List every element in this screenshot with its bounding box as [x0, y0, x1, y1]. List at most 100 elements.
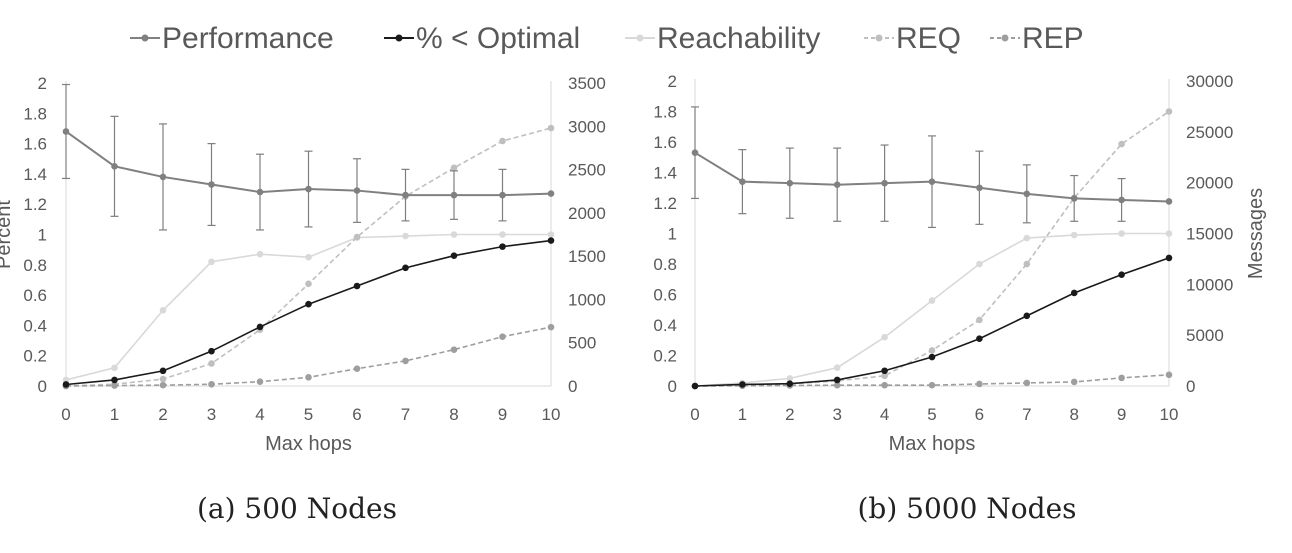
x-tick-label: 2	[158, 405, 167, 424]
data-point	[976, 316, 983, 324]
y2-tick-label: 2500	[568, 161, 606, 180]
data-point	[353, 187, 361, 194]
data-point	[928, 347, 936, 354]
y2-axis-title: Messages	[1245, 188, 1267, 279]
data-point	[62, 381, 70, 388]
data-point	[1165, 198, 1173, 205]
data-point	[1118, 140, 1125, 148]
data-point	[1118, 230, 1125, 237]
data-point	[450, 346, 458, 353]
data-point	[62, 376, 70, 384]
data-point	[786, 179, 794, 187]
x-axis-title: Max hops	[265, 433, 352, 455]
data-point	[62, 128, 70, 135]
data-point	[256, 323, 264, 331]
x-tick-label: 4	[880, 405, 889, 424]
legend-item-pct-lt-optimal: % < Optimal	[384, 22, 580, 55]
x-tick-label: 4	[255, 405, 264, 424]
data-point	[111, 364, 118, 372]
data-point	[353, 233, 361, 241]
series-line	[694, 374, 1170, 387]
data-point	[305, 374, 312, 381]
data-point	[1118, 271, 1125, 278]
data-point	[547, 190, 555, 197]
x-tick-label: 0	[690, 405, 699, 424]
data-point	[159, 173, 167, 181]
data-point	[881, 333, 888, 341]
data-point	[159, 381, 167, 389]
data-point	[833, 181, 841, 188]
data-point	[450, 231, 458, 238]
y-tick-label: 0.4	[23, 316, 47, 335]
data-point	[499, 231, 506, 238]
x-tick-label: 1	[110, 405, 119, 424]
x-tick-label: 10	[1160, 405, 1179, 424]
data-point	[976, 380, 983, 388]
y-tick-label: 1.4	[653, 164, 677, 183]
data-point	[881, 367, 888, 375]
data-point	[833, 376, 841, 384]
series-pct-lt-optimal	[691, 254, 1173, 390]
data-point	[305, 280, 312, 288]
y2-tick-label: 500	[568, 334, 596, 353]
panel-caption: (a) 500 Nodes	[197, 492, 397, 525]
x-tick-label: 0	[61, 405, 70, 424]
y-tick-label: 1.2	[653, 194, 677, 213]
data-point	[402, 232, 409, 240]
legend-marker	[141, 34, 149, 42]
data-point	[208, 360, 215, 367]
legend-marker	[1001, 34, 1009, 42]
legend-label: REP	[1022, 22, 1084, 55]
data-point	[691, 149, 699, 156]
data-point	[833, 381, 841, 389]
data-point	[691, 382, 699, 390]
data-point	[1118, 374, 1125, 382]
x-tick-label: 9	[498, 405, 507, 424]
data-point	[208, 347, 215, 355]
series-line	[65, 239, 552, 386]
x-tick-label: 6	[975, 405, 984, 424]
data-point	[881, 381, 888, 389]
data-point	[928, 178, 936, 185]
x-tick-label: 7	[401, 405, 410, 424]
y-tick-label: 2	[668, 72, 677, 91]
data-point	[111, 382, 118, 389]
y-tick-label: 0.6	[23, 286, 47, 305]
x-tick-label: 3	[832, 405, 841, 424]
data-point	[450, 252, 458, 260]
data-point	[786, 380, 794, 388]
x-tick-label: 5	[304, 405, 313, 424]
data-point	[976, 260, 983, 268]
data-point	[305, 253, 312, 261]
data-point	[111, 376, 118, 384]
data-point	[1023, 260, 1031, 268]
data-point	[402, 357, 409, 365]
x-tick-label: 8	[1069, 405, 1078, 424]
legend-item-req: REQ	[864, 22, 961, 55]
y2-tick-label: 2000	[568, 204, 606, 223]
data-point	[256, 250, 264, 258]
data-point	[976, 335, 983, 343]
y-tick-label: 0.8	[653, 255, 677, 274]
y2-tick-label: 20000	[1186, 174, 1233, 193]
y2-tick-label: 10000	[1186, 275, 1233, 294]
data-point	[547, 231, 555, 238]
data-point	[547, 124, 555, 132]
series-rep	[62, 323, 555, 390]
data-point	[499, 243, 506, 250]
series-performance	[691, 106, 1173, 228]
y-tick-label: 0.8	[23, 256, 47, 275]
legend-label: Reachability	[657, 22, 820, 55]
legend-item-rep: REP	[990, 22, 1084, 55]
y2-tick-label: 1000	[568, 290, 606, 309]
x-tick-label: 2	[785, 405, 794, 424]
x-tick-label: 6	[352, 405, 361, 424]
y2-tick-label: 3500	[568, 74, 606, 93]
data-point	[499, 137, 506, 145]
data-point	[353, 365, 361, 372]
data-point	[739, 178, 746, 185]
data-point	[928, 381, 936, 389]
data-point	[881, 179, 888, 187]
y-tick-label: 1	[668, 225, 677, 244]
y-tick-label: 0	[38, 377, 47, 396]
